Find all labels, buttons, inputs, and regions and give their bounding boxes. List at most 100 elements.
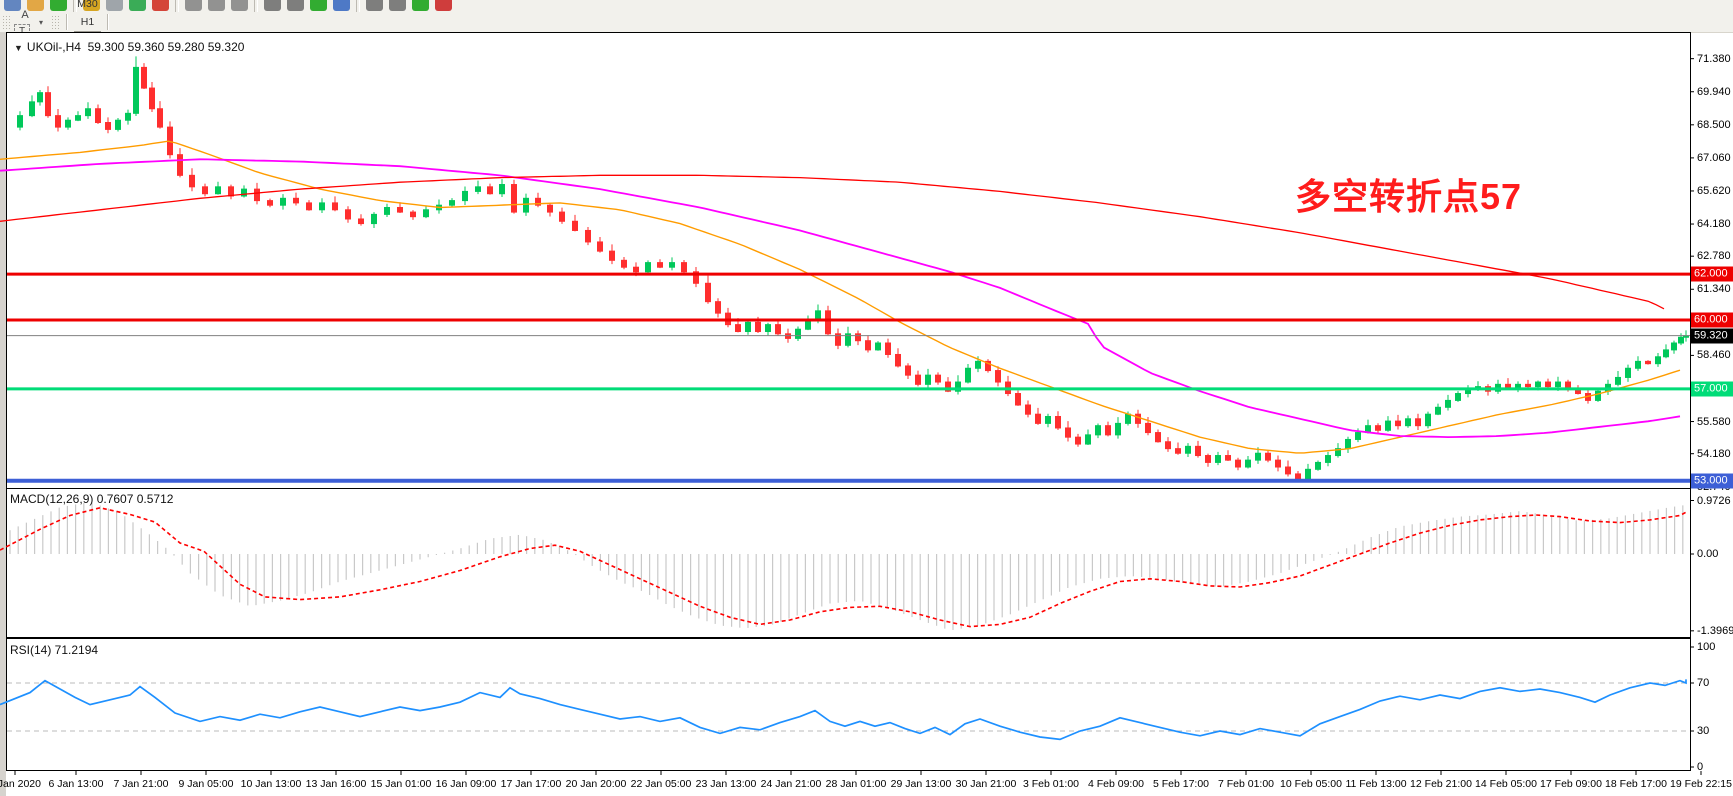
- time-axis-label: 7 Feb 01:00: [1217, 778, 1275, 790]
- rsi-line: [0, 679, 1687, 741]
- price-badge-60.000: 60.000: [1691, 312, 1733, 328]
- new-chart-plus-icon[interactable]: [50, 0, 67, 11]
- toolbar-separator: [254, 0, 258, 12]
- toolbar-drag-handle[interactable]: [51, 15, 60, 29]
- timeframe-button-w1[interactable]: W1: [79, 70, 96, 82]
- toolbar-separator: [66, 14, 69, 30]
- price-axis-label: 64.180: [1697, 218, 1731, 231]
- time-axis-label: 16 Jan 09:00: [435, 778, 497, 790]
- price-axis-label: 58.460: [1697, 349, 1731, 362]
- templates-icon[interactable]: [333, 0, 350, 11]
- price-axis-label: 67.060: [1697, 151, 1731, 164]
- chart-title: ▼ UKOil-,H4 59.300 59.360 59.280 59.320: [14, 40, 244, 54]
- time-axis-label: 22 Jan 05:00: [630, 778, 692, 790]
- macd-axis-label: -1.3969: [1697, 624, 1733, 637]
- candle-chart-type-icon[interactable]: [208, 0, 225, 11]
- hline-tool-icon[interactable]: [389, 0, 406, 11]
- macd-panel: [6, 488, 1691, 638]
- time-axis-label: 19 Feb 22:15: [1670, 778, 1732, 790]
- indicators-plus-icon[interactable]: [310, 0, 327, 11]
- macd-signal-line: [0, 506, 1687, 628]
- timeframe-button-m30[interactable]: M30: [77, 0, 98, 10]
- frames-grid-tool-icon[interactable]: ⠿F: [14, 0, 36, 6]
- time-axis-label: 14 Feb 05:00: [1475, 778, 1537, 790]
- timeframe-button-mn[interactable]: MN: [79, 88, 96, 100]
- time-axis-label: 29 Jan 13:00: [890, 778, 952, 790]
- time-axis-label: 7 Jan 21:00: [113, 778, 169, 790]
- macd-axis-label: 0.00: [1697, 548, 1719, 560]
- time-axis-label: 5 Feb 17:00: [1152, 778, 1210, 790]
- price-badge-62.000: 62.000: [1691, 266, 1733, 282]
- time-axis-label: 12 Feb 21:00: [1410, 778, 1472, 790]
- alert-icon[interactable]: [435, 0, 452, 11]
- rsi-axis-label: 30: [1697, 725, 1710, 737]
- macd-axis-label: 0.9726: [1697, 494, 1731, 507]
- candlesticks: [17, 56, 1689, 482]
- print-icon[interactable]: [106, 0, 123, 11]
- chart-window-icon[interactable]: [4, 0, 21, 11]
- chart-text-annotation[interactable]: 多空转折点57: [1295, 176, 1523, 217]
- time-axis-label: 3 Jan 2020: [0, 778, 41, 790]
- zoom-in-icon[interactable]: [264, 0, 281, 11]
- time-axis-label: 10 Feb 05:00: [1280, 778, 1342, 790]
- new-order-icon[interactable]: [412, 0, 429, 11]
- collapse-triangle-icon[interactable]: ▼: [14, 43, 23, 53]
- price-axis-label: 69.940: [1697, 85, 1731, 98]
- main-chart-panel: [6, 32, 1691, 490]
- macd-histogram: [9, 502, 1684, 630]
- time-axis-label: 23 Jan 13:00: [695, 778, 757, 790]
- chart-symbol-timeframe: UKOil-,H4: [26, 40, 81, 54]
- rsi-axis-label: 100: [1697, 641, 1716, 653]
- toolbar-tools-row: ⠿FAT⇆ ▾ M1M5M15M30H1H4D1W1MN: [0, 0, 1733, 100]
- time-axis-label: 4 Feb 09:00: [1087, 778, 1145, 790]
- rsi-axis-label: 0: [1697, 761, 1704, 773]
- price-axis-label: 68.500: [1697, 118, 1731, 131]
- line-chart-type-icon[interactable]: [231, 0, 248, 11]
- timeframe-button-h1[interactable]: H1: [80, 16, 95, 28]
- text-annotation-tool[interactable]: A: [21, 8, 29, 21]
- price-axis-label: 55.580: [1697, 415, 1731, 428]
- zoom-out-icon[interactable]: [287, 0, 304, 11]
- price-axis-label: 71.380: [1697, 52, 1731, 65]
- chevron-down-icon[interactable]: ▾: [39, 17, 44, 27]
- toolbar-main-row: [0, 0, 1733, 12]
- toolbar-drag-handle[interactable]: [2, 15, 10, 29]
- time-axis-label: 10 Jan 13:00: [240, 778, 302, 790]
- time-axis-label: 28 Jan 01:00: [825, 778, 887, 790]
- price-badge-59.320: 59.320: [1691, 328, 1733, 344]
- price-axis-label: 54.180: [1697, 447, 1731, 460]
- crosshair-icon[interactable]: [366, 0, 383, 11]
- time-axis-label: 13 Jan 16:00: [305, 778, 367, 790]
- chart-ohlc-quotes: 59.300 59.360 59.280 59.320: [87, 40, 245, 54]
- bar-chart-type-icon[interactable]: [185, 0, 202, 11]
- time-axis-label: 9 Jan 05:00: [178, 778, 234, 790]
- time-axis-label: 30 Jan 21:00: [955, 778, 1017, 790]
- time-axis-label: 6 Jan 13:00: [48, 778, 104, 790]
- price-axis-label: 61.340: [1697, 283, 1731, 296]
- time-axis-label: 15 Jan 01:00: [370, 778, 432, 790]
- window-left-margin: [0, 32, 6, 796]
- profile-icon[interactable]: [83, 0, 100, 11]
- time-axis-label: 18 Feb 17:00: [1605, 778, 1667, 790]
- stop-icon[interactable]: [152, 0, 169, 11]
- macd-indicator-label: MACD(12,26,9) 0.7607 0.5712: [10, 492, 174, 506]
- time-axis-label: 11 Feb 13:00: [1345, 778, 1407, 790]
- price-axis-label: 65.620: [1697, 184, 1731, 197]
- toolbar-separator: [356, 0, 360, 12]
- toolbar-separator: [73, 0, 77, 12]
- time-axis-label: 20 Jan 20:00: [565, 778, 627, 790]
- time-axis-label: 3 Feb 01:00: [1022, 778, 1080, 790]
- toolbar: ⠿FAT⇆ ▾ M1M5M15M30H1H4D1W1MN: [0, 0, 1733, 100]
- price-axis-label: 62.780: [1697, 250, 1731, 263]
- zoom-magnifier-icon[interactable]: [27, 0, 44, 11]
- price-badge-53.000: 53.000: [1691, 473, 1733, 489]
- time-axis-label: 17 Jan 17:00: [500, 778, 562, 790]
- text-label-tool[interactable]: T: [14, 23, 30, 39]
- autotrade-play-icon[interactable]: [129, 0, 146, 11]
- rsi-panel: [6, 638, 1691, 771]
- rsi-axis-label: 70: [1697, 677, 1710, 689]
- time-axis-label: 17 Feb 09:00: [1540, 778, 1602, 790]
- price-badge-57.000: 57.000: [1691, 381, 1733, 397]
